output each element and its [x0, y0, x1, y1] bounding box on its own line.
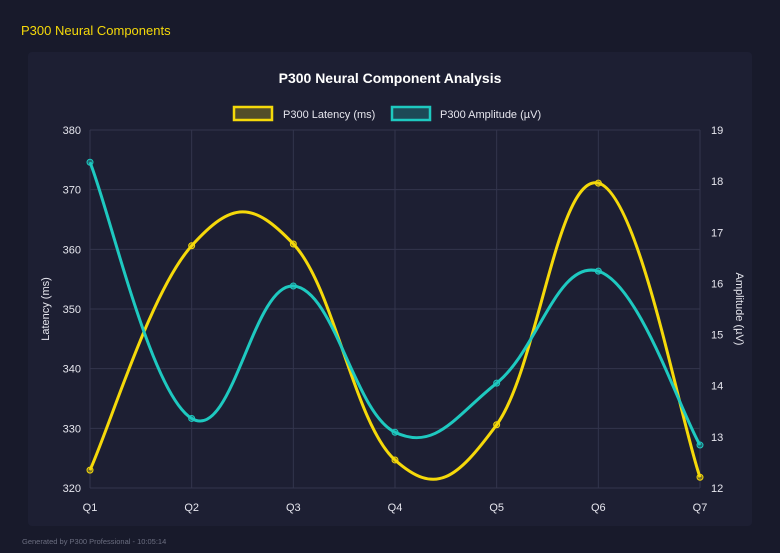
y-tick-label: 320 [63, 483, 81, 495]
data-point-0 [86, 466, 94, 474]
data-point-1 [696, 441, 704, 449]
y2-tick-label: 15 [711, 330, 723, 342]
y2-tick-label: 18 [711, 176, 723, 188]
x-tick-label: Q1 [83, 502, 98, 514]
data-point-0 [493, 421, 501, 429]
data-point-0 [188, 242, 196, 250]
series-line-0 [88, 181, 702, 481]
legend-swatch-1 [390, 105, 432, 122]
chart-panel [28, 52, 752, 526]
y2-tick-label: 14 [711, 381, 723, 393]
data-point-1 [493, 379, 501, 387]
legend-label-1: P300 Amplitude (µV) [440, 109, 541, 121]
y2-tick-label: 17 [711, 227, 723, 239]
data-point-0 [594, 179, 602, 187]
data-point-1 [188, 414, 196, 422]
y-axis-label: Latency (ms) [40, 277, 52, 341]
y-tick-label: 360 [63, 244, 81, 256]
y2-tick-label: 13 [711, 432, 723, 444]
x-tick-label: Q7 [693, 502, 708, 514]
data-point-0 [696, 473, 704, 481]
data-point-1 [391, 428, 399, 436]
x-tick-label: Q4 [388, 502, 403, 514]
page-header-title: P300 Neural Components [21, 23, 171, 38]
data-point-0 [391, 456, 399, 464]
x-tick-label: Q3 [286, 502, 301, 514]
series-line-1 [88, 161, 702, 446]
y2-tick-label: 12 [711, 483, 723, 495]
y2-axis-label: Amplitude (µV) [733, 273, 745, 346]
y-tick-label: 350 [63, 304, 81, 316]
footer-text: Generated by P300 Professional - 10:05:1… [22, 537, 167, 546]
legend-label-0: P300 Latency (ms) [283, 109, 375, 121]
data-point-1 [594, 267, 602, 275]
data-point-1 [86, 158, 94, 166]
x-tick-label: Q2 [184, 502, 199, 514]
y2-tick-label: 16 [711, 278, 723, 290]
data-point-0 [289, 240, 297, 248]
y2-tick-label: 19 [711, 125, 723, 137]
x-tick-label: Q5 [489, 502, 504, 514]
y-tick-label: 380 [63, 125, 81, 137]
y-tick-label: 340 [63, 364, 81, 376]
data-point-1 [289, 282, 297, 290]
x-tick-label: Q6 [591, 502, 606, 514]
chart-title: P300 Neural Component Analysis [279, 70, 502, 86]
y-tick-label: 330 [63, 423, 81, 435]
legend-swatch-0 [232, 105, 274, 122]
y-tick-label: 370 [63, 185, 81, 197]
